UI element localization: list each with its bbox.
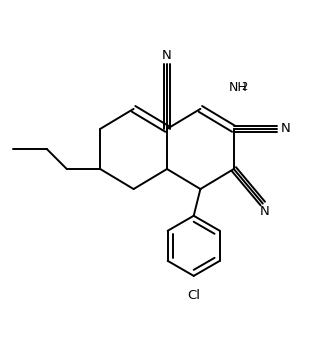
Text: Cl: Cl	[187, 289, 200, 301]
Text: N: N	[162, 49, 172, 62]
Text: NH: NH	[229, 81, 247, 94]
Text: N: N	[260, 206, 269, 218]
Text: N: N	[281, 122, 291, 136]
Text: 2: 2	[241, 82, 248, 92]
